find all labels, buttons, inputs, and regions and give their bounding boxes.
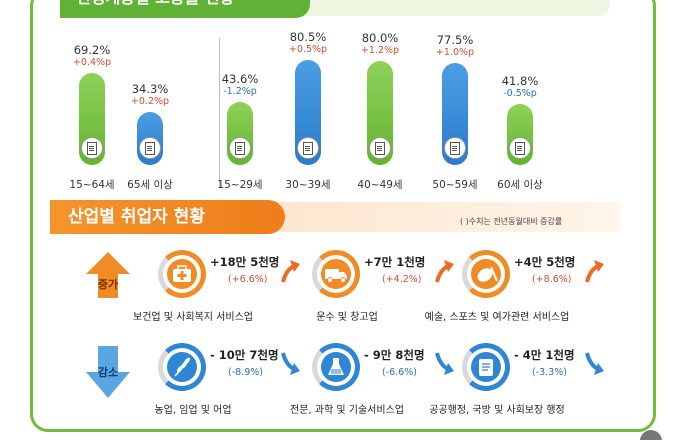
- decrease-arrow-icon: 감소: [86, 346, 130, 398]
- rate-stat: 43.6% -1.2%p: [205, 72, 275, 98]
- rate-value: 34.3%: [131, 82, 169, 97]
- truck-icon: [321, 259, 351, 289]
- industry-change-count: +7만 1천명: [364, 255, 426, 269]
- next-page-icon[interactable]: [640, 430, 662, 440]
- industry-badge: [462, 343, 510, 391]
- trend-up-icon: [280, 258, 302, 284]
- industry-name: 농업, 임업 및 어업: [154, 405, 232, 416]
- trend-down-icon: [584, 351, 606, 377]
- document-icon: [369, 137, 391, 159]
- document-icon: [509, 137, 531, 159]
- trend-down-icon: [280, 351, 302, 377]
- industry-name: 전문, 과학 및 기술서비스업: [290, 405, 404, 416]
- industry-name: 공공행정, 국방 및 사회보장 행정: [429, 405, 565, 416]
- rate-stat: 41.8% -0.5%p: [485, 74, 555, 100]
- trend-up-icon: [584, 258, 606, 284]
- age-group-label: 50~59세: [432, 179, 478, 191]
- trend-up-icon: [434, 258, 456, 284]
- industry-change-rate: (-3.3%): [532, 367, 567, 378]
- rate-value: 80.0%: [361, 30, 399, 45]
- industry-badge: [312, 343, 360, 391]
- wheat-icon: [167, 352, 197, 382]
- industry-badge: [462, 250, 510, 298]
- rate-stat: 77.5% +1.0%p: [420, 33, 490, 59]
- industry-name: 보건업 및 사회복지 서비스업: [133, 312, 253, 323]
- document-icon: [297, 137, 319, 159]
- rate-change: +0.2%p: [130, 96, 170, 108]
- section2-header-band: [270, 202, 620, 232]
- document-icon: [81, 137, 103, 159]
- decrease-label: 감소: [97, 366, 119, 379]
- rate-stat: 69.2% +0.4%p: [57, 43, 127, 69]
- rate-change: +0.4%p: [72, 56, 112, 68]
- rate-stat: 80.0% +1.2%p: [345, 31, 415, 57]
- medical-kit-icon: [167, 259, 197, 289]
- flask-icon: [321, 352, 351, 382]
- sports-ball-icon: [471, 259, 501, 289]
- rate-value: 41.8%: [501, 73, 539, 88]
- age-group-label: 15~64세: [69, 179, 115, 191]
- industry-change-rate: (+8.6%): [532, 274, 572, 285]
- divider: [219, 38, 220, 188]
- age-group-label: 65세 이상: [127, 179, 173, 191]
- document-icon: [229, 137, 251, 159]
- rate-value: 80.5%: [289, 30, 327, 45]
- section1-header-band: [290, 0, 610, 16]
- industry-badge: [312, 250, 360, 298]
- industry-name: 예술, 스포츠 및 여가관련 서비스업: [424, 312, 570, 323]
- trend-down-icon: [434, 351, 456, 377]
- industry-badge: [158, 343, 206, 391]
- rate-change: +1.0%p: [435, 47, 475, 59]
- document-icon: [139, 137, 161, 159]
- age-group-label: 15~29세: [217, 179, 263, 191]
- section2-title: 산업별 취업자 현황: [50, 200, 285, 234]
- scroll-icon: [471, 352, 501, 382]
- rate-value: 43.6%: [221, 71, 259, 86]
- industry-badge: [158, 250, 206, 298]
- industry-change-count: - 9만 8천명: [364, 348, 425, 362]
- increase-label: 증가: [97, 278, 119, 291]
- section1-title: 연령계층별 고용률 현황: [60, 0, 310, 18]
- rate-stat: 80.5% +0.5%p: [273, 30, 343, 56]
- industry-change-rate: (-6.6%): [382, 367, 417, 378]
- industry-change-count: - 10만 7천명: [210, 348, 279, 362]
- rate-change: +1.2%p: [360, 44, 400, 56]
- industry-change-rate: (+4.2%): [382, 274, 422, 285]
- document-icon: [444, 137, 466, 159]
- industry-change-count: +4만 5천명: [514, 255, 576, 269]
- section2-note: ( )수치는 전년동월대비 증감률: [460, 217, 563, 226]
- rate-change: +0.5%p: [288, 44, 328, 56]
- industry-change-rate: (+6.6%): [228, 274, 268, 285]
- rate-stat: 34.3% +0.2%p: [115, 82, 185, 108]
- age-group-label: 30~39세: [285, 179, 331, 191]
- industry-change-count: - 4만 1천명: [514, 348, 575, 362]
- industry-change-count: +18만 5천명: [210, 255, 280, 269]
- industry-name: 운수 및 창고업: [316, 312, 378, 323]
- age-group-label: 40~49세: [357, 179, 403, 191]
- age-group-label: 60세 이상: [497, 179, 543, 191]
- rate-change: -1.2%p: [223, 85, 257, 97]
- rate-value: 77.5%: [436, 33, 474, 48]
- rate-change: -0.5%p: [503, 87, 537, 99]
- rate-value: 69.2%: [73, 42, 111, 57]
- industry-change-rate: (-8.9%): [228, 367, 263, 378]
- increase-arrow-icon: 증가: [86, 252, 130, 298]
